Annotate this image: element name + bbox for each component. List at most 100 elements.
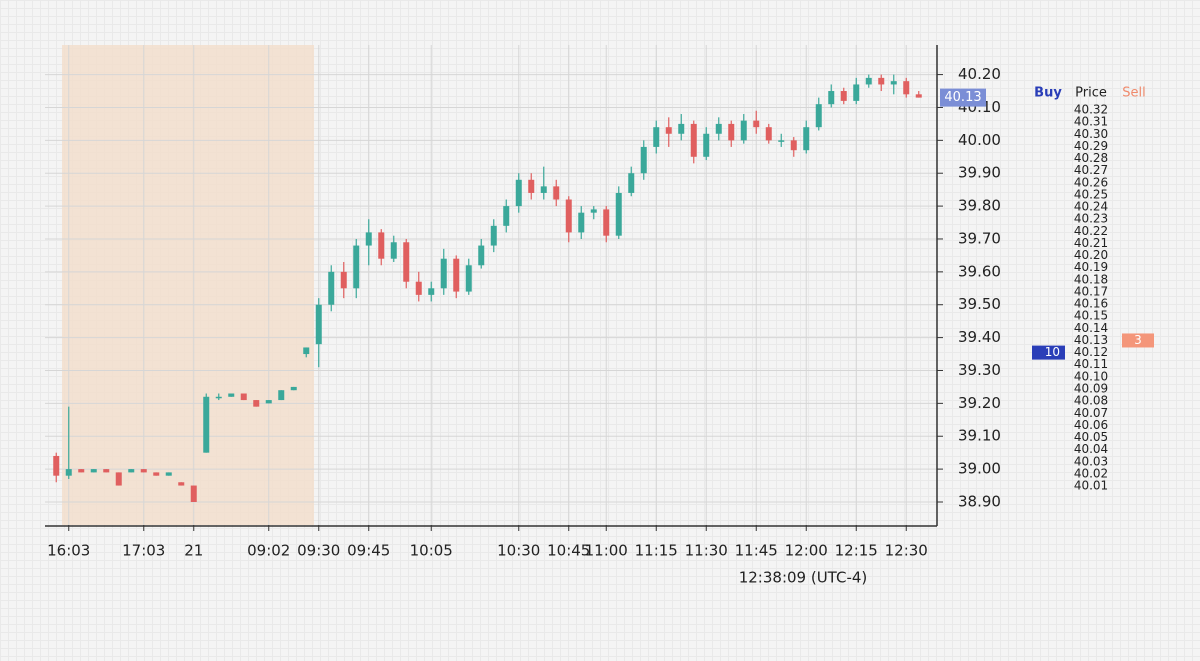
candle-body <box>840 91 847 101</box>
candle-body <box>865 77 872 85</box>
labels: 38.90 39.00 39.10 39.20 39.30 39.40 39.50 39.60… <box>47 65 1001 559</box>
ladder-price: 40.21 <box>1074 236 1108 250</box>
ladder-price: 40.30 <box>1074 127 1108 141</box>
candle-body <box>878 77 885 85</box>
candle-body <box>415 281 422 295</box>
candle-body <box>490 225 497 246</box>
y-tick-label: 39.60 <box>958 262 1001 280</box>
candle-body <box>453 258 460 292</box>
candle-body <box>853 84 860 101</box>
ladder-price: 40.28 <box>1074 151 1108 165</box>
candle-body <box>253 400 260 407</box>
candle-body <box>740 120 747 141</box>
y-tick-label: 39.20 <box>958 394 1001 412</box>
timestamp: 12:38:09 (UTC-4) <box>739 569 868 587</box>
extended-hours-region <box>62 45 314 525</box>
x-tick-label: 16:03 <box>47 542 90 560</box>
y-tick-label: 39.90 <box>958 164 1001 182</box>
ladder-price: 40.12 <box>1074 345 1108 359</box>
ladder-price: 40.11 <box>1074 357 1108 371</box>
grid <box>45 45 937 525</box>
ladder-price: 40.32 <box>1074 103 1108 117</box>
candle-body <box>465 265 472 292</box>
candle-body <box>228 393 235 397</box>
y-tick-label: 39.70 <box>958 229 1001 247</box>
candle-body <box>403 242 410 282</box>
candle-body <box>540 186 547 193</box>
candle-body <box>290 386 297 391</box>
ladder-price: 40.10 <box>1074 369 1108 383</box>
ladder-price: 40.17 <box>1074 284 1108 298</box>
ladder-price: 40.13 <box>1074 333 1108 347</box>
x-tick-label: 09:45 <box>347 542 390 560</box>
x-tick-label: 11:15 <box>635 542 678 560</box>
candle-body <box>315 304 322 345</box>
candle-body <box>340 271 347 289</box>
x-tick-label: 10:05 <box>410 542 453 560</box>
ladder-price: 40.16 <box>1074 297 1108 311</box>
ladder-price: 40.06 <box>1074 418 1108 432</box>
last-price-tag <box>940 88 986 107</box>
x-tick-label: 11:45 <box>735 542 778 560</box>
candle-body <box>440 258 447 289</box>
x-tick-label: 12:15 <box>835 542 878 560</box>
candle-body <box>53 455 60 476</box>
x-tick-label: 09:02 <box>247 542 290 560</box>
last-price-label: 40.13 <box>944 90 981 105</box>
ladder-price: 40.14 <box>1074 321 1108 335</box>
candle-body <box>565 199 572 233</box>
candle-body <box>103 469 110 473</box>
x-tick-label: 10:30 <box>497 542 540 560</box>
candle-body <box>115 472 122 486</box>
candle-body <box>753 120 760 128</box>
candle-body <box>803 127 810 151</box>
ask-size: 3 <box>1134 333 1142 347</box>
candle-body <box>765 127 772 141</box>
ladder-price: 40.05 <box>1074 430 1108 444</box>
ladder-price: 40.07 <box>1074 406 1108 420</box>
candle-body <box>90 469 97 473</box>
y-tick-label: 39.50 <box>958 295 1001 313</box>
candle-body <box>790 140 797 151</box>
candles <box>53 74 922 502</box>
candle-body <box>265 400 272 404</box>
ladder-price: 40.23 <box>1074 212 1108 226</box>
candle-body <box>240 393 247 401</box>
ladder-price: 40.03 <box>1074 454 1108 468</box>
candle-body <box>390 242 397 259</box>
y-tick-label: 40.20 <box>958 65 1001 83</box>
ladder-price: 40.29 <box>1074 139 1108 153</box>
candle-body <box>428 288 435 295</box>
candle-body <box>365 232 372 246</box>
ladder-price: 40.25 <box>1074 187 1108 201</box>
candle-body <box>665 127 672 134</box>
ladder-price: 40.18 <box>1074 272 1108 286</box>
candle-body <box>140 469 147 473</box>
candle-body <box>728 123 735 141</box>
y-tick-label: 39.10 <box>958 427 1001 445</box>
y-tick-label: 38.90 <box>958 492 1001 510</box>
candle-body <box>303 347 310 355</box>
candle-body <box>615 192 622 236</box>
candle-body <box>815 104 822 128</box>
candle-body <box>690 123 697 157</box>
candle-body <box>215 396 222 399</box>
x-tick-label: 21 <box>184 542 203 560</box>
candle-body <box>515 179 522 207</box>
candle-body <box>278 390 285 401</box>
candle-body <box>553 186 560 200</box>
candle-body <box>165 472 172 476</box>
candle-body <box>65 469 72 476</box>
candle-body <box>203 396 210 453</box>
candle-body <box>578 212 585 233</box>
candle-body <box>153 472 160 476</box>
candle-body <box>628 173 635 193</box>
price-ladder: 40.3240.3140.3040.2940.2840.2740.2640.25… <box>1032 103 1154 493</box>
candle-body <box>328 271 335 305</box>
candle-body <box>903 81 910 95</box>
ladder-price: 40.22 <box>1074 224 1108 238</box>
ladder-price: 40.02 <box>1074 466 1108 480</box>
ladder-price: 40.26 <box>1074 175 1108 189</box>
y-tick-label: 39.00 <box>958 460 1001 478</box>
y-tick-label: 40.00 <box>958 131 1001 149</box>
